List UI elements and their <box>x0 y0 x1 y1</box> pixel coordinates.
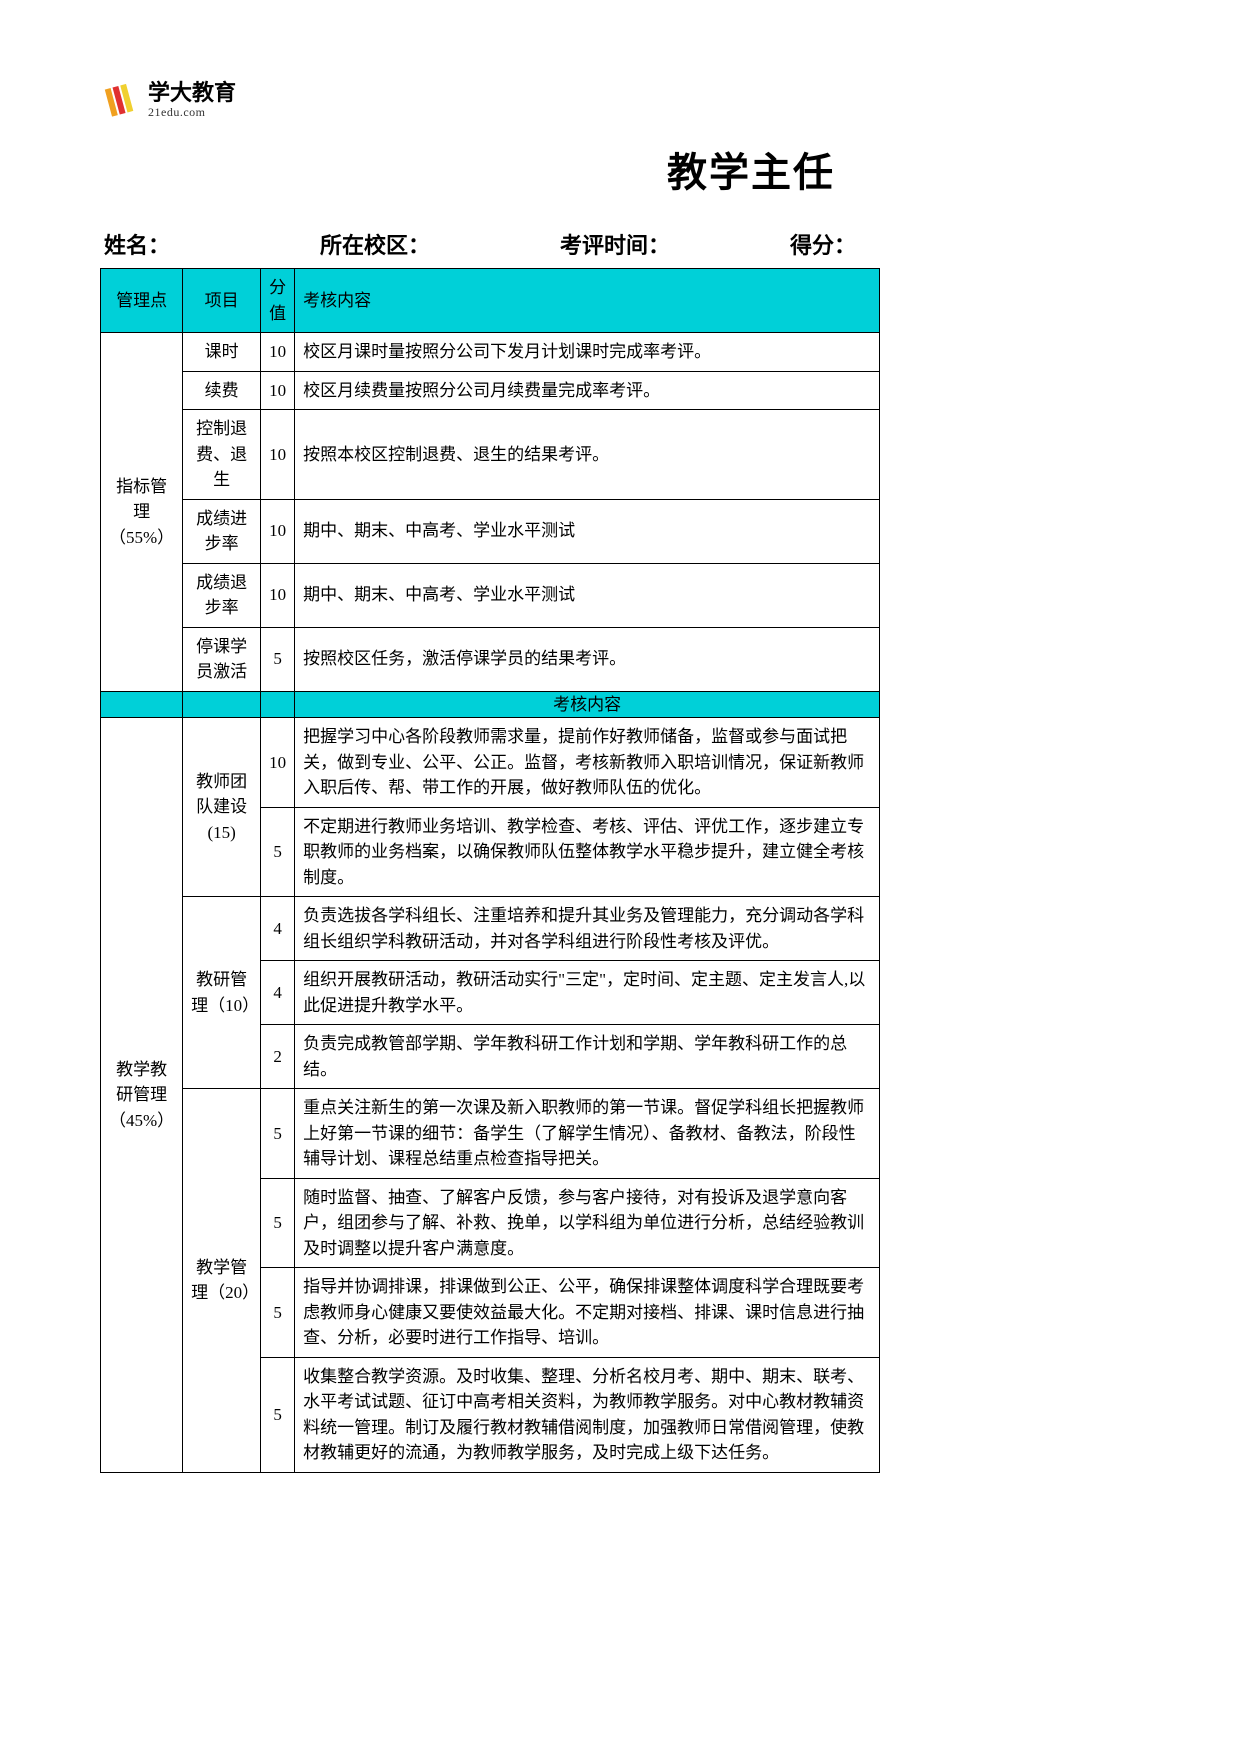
table-row: 成绩进步率 10 期中、期末、中高考、学业水平测试 <box>101 499 880 563</box>
info-row: 姓名： 所在校区： 考评时间： 得分： <box>100 228 1142 260</box>
logo-text-en: 21edu.com <box>148 106 236 119</box>
table-row: 指标管理（55%） 课时 10 校区月课时量按照分公司下发月计划课时完成率考评。 <box>101 333 880 372</box>
header-content: 考核内容 <box>295 269 880 333</box>
cell-content: 负责选拔各学科组长、注重培养和提升其业务及管理能力，充分调动各学科组长组织学科教… <box>295 897 880 961</box>
mid-header-row: 考核内容 <box>101 691 880 718</box>
table-row: 教学管理（20） 5 重点关注新生的第一次课及新入职教师的第一节课。督促学科组长… <box>101 1089 880 1179</box>
header-group: 管理点 <box>101 269 183 333</box>
table-row: 教研管理（10） 4 负责选拔各学科组长、注重培养和提升其业务及管理能力，充分调… <box>101 897 880 961</box>
cell-item: 成绩退步率 <box>183 563 261 627</box>
cell-content: 校区月课时量按照分公司下发月计划课时完成率考评。 <box>295 333 880 372</box>
score-label: 得分： <box>790 228 856 260</box>
cell-content: 校区月续费量按照分公司月续费量完成率考评。 <box>295 371 880 410</box>
cell-content: 期中、期末、中高考、学业水平测试 <box>295 563 880 627</box>
cell-score: 10 <box>261 371 295 410</box>
cell-score: 10 <box>261 563 295 627</box>
mid-header: 考核内容 <box>295 691 880 718</box>
cell-score: 5 <box>261 1268 295 1358</box>
logo-icon <box>100 80 140 120</box>
logo-text-cn: 学大教育 <box>148 81 236 105</box>
cell-score: 4 <box>261 897 295 961</box>
cell-item: 续费 <box>183 371 261 410</box>
table-row: 教学教研管理（45%） 教师团队建设(15) 10 把握学习中心各阶段教师需求量… <box>101 718 880 808</box>
cell-item: 成绩进步率 <box>183 499 261 563</box>
time-label: 考评时间： <box>560 228 670 260</box>
evaluation-table: 管理点 项目 分值 考核内容 指标管理（55%） 课时 10 校区月课时量按照分… <box>100 268 880 1473</box>
cell-content: 把握学习中心各阶段教师需求量，提前作好教师储备，监督或参与面试把关，做到专业、公… <box>295 718 880 808</box>
group2-name: 教学教研管理（45%） <box>101 718 183 1473</box>
cell-score: 10 <box>261 718 295 808</box>
cell-content: 负责完成教管部学期、学年教科研工作计划和学期、学年教科研工作的总结。 <box>295 1025 880 1089</box>
header-score: 分值 <box>261 269 295 333</box>
table-row: 成绩退步率 10 期中、期末、中高考、学业水平测试 <box>101 563 880 627</box>
cell-content: 指导并协调排课，排课做到公正、公平，确保排课整体调度科学合理既要考虑教师身心健康… <box>295 1268 880 1358</box>
table-row: 续费 10 校区月续费量按照分公司月续费量完成率考评。 <box>101 371 880 410</box>
cell-item: 课时 <box>183 333 261 372</box>
cell-content: 组织开展教研活动，教研活动实行"三定"，定时间、定主题、定主发言人,以此促进提升… <box>295 961 880 1025</box>
header-item: 项目 <box>183 269 261 333</box>
sub3-name: 教学管理（20） <box>183 1089 261 1473</box>
cell-score: 5 <box>261 807 295 897</box>
cell-content: 重点关注新生的第一次课及新入职教师的第一节课。督促学科组长把握教师上好第一节课的… <box>295 1089 880 1179</box>
cell-score: 5 <box>261 627 295 691</box>
cell-score: 10 <box>261 333 295 372</box>
cell-content: 期中、期末、中高考、学业水平测试 <box>295 499 880 563</box>
sub1-name: 教师团队建设(15) <box>183 718 261 897</box>
campus-label: 所在校区： <box>320 228 430 260</box>
cell-score: 10 <box>261 499 295 563</box>
sub2-name: 教研管理（10） <box>183 897 261 1089</box>
cell-content: 按照本校区控制退费、退生的结果考评。 <box>295 410 880 500</box>
cell-score: 4 <box>261 961 295 1025</box>
cell-content: 收集整合教学资源。及时收集、整理、分析名校月考、期中、期末、联考、水平考试试题、… <box>295 1357 880 1472</box>
cell-item: 停课学员激活 <box>183 627 261 691</box>
cell-content: 随时监督、抽查、了解客户反馈，参与客户接待，对有投诉及退学意向客户，组团参与了解… <box>295 1178 880 1268</box>
cell-item: 控制退费、退生 <box>183 410 261 500</box>
cell-score: 5 <box>261 1178 295 1268</box>
cell-content: 不定期进行教师业务培训、教学检查、考核、评估、评优工作，逐步建立专职教师的业务档… <box>295 807 880 897</box>
table-row: 控制退费、退生 10 按照本校区控制退费、退生的结果考评。 <box>101 410 880 500</box>
group1-name: 指标管理（55%） <box>101 333 183 692</box>
cell-score: 5 <box>261 1357 295 1472</box>
cell-score: 10 <box>261 410 295 500</box>
cell-score: 5 <box>261 1089 295 1179</box>
name-label: 姓名： <box>104 228 170 260</box>
logo: 学大教育 21edu.com <box>100 80 1142 120</box>
page-title: 教学主任 <box>360 140 1142 198</box>
cell-content: 按照校区任务，激活停课学员的结果考评。 <box>295 627 880 691</box>
cell-score: 2 <box>261 1025 295 1089</box>
table-row: 停课学员激活 5 按照校区任务，激活停课学员的结果考评。 <box>101 627 880 691</box>
